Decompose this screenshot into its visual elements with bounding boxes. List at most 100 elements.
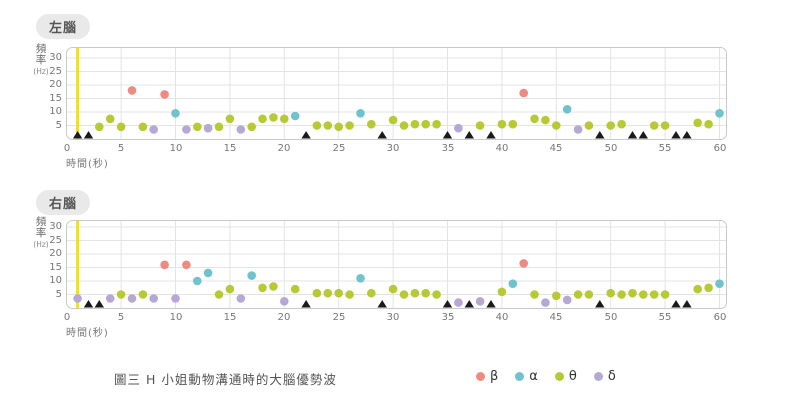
data-point-theta xyxy=(693,284,702,294)
data-point-theta xyxy=(345,290,354,299)
y-axis-title-text: 頻率 xyxy=(35,43,47,66)
data-point-theta xyxy=(138,290,148,299)
y-tick-label: 30 xyxy=(49,221,62,232)
x-tick-label: 50 xyxy=(604,312,618,323)
data-point-theta xyxy=(312,288,322,298)
y-axis-unit: (Hz) xyxy=(33,240,49,249)
data-point-theta xyxy=(432,290,441,299)
data-point-theta xyxy=(639,290,648,299)
data-point-alpha xyxy=(715,109,724,118)
data-point-beta xyxy=(519,88,528,98)
legend-item-beta: β xyxy=(476,369,498,384)
artifact-triangle-marker xyxy=(377,300,387,308)
data-point-delta xyxy=(475,297,485,306)
data-point-theta xyxy=(138,122,148,132)
artifact-triangle-marker xyxy=(671,131,681,139)
data-point-theta xyxy=(530,290,539,299)
data-point-delta xyxy=(236,294,246,303)
x-tick-label: 0 xyxy=(63,312,71,323)
data-point-theta xyxy=(541,115,550,125)
x-tick-label: 10 xyxy=(169,143,183,154)
artifact-triangle-marker xyxy=(682,131,692,139)
data-point-delta xyxy=(541,298,550,307)
chart-title-left-brain: 左腦 xyxy=(36,14,91,39)
data-point-delta xyxy=(562,295,572,305)
data-point-alpha xyxy=(356,109,365,118)
legend-dot-alpha xyxy=(515,372,525,381)
left-brain-plot-area xyxy=(66,47,727,145)
artifact-triangle-marker xyxy=(486,131,496,139)
data-point-theta xyxy=(399,121,409,130)
data-point-theta xyxy=(432,119,441,129)
data-point-theta xyxy=(497,119,507,129)
data-point-theta xyxy=(552,121,561,130)
x-tick-label: 55 xyxy=(658,312,672,323)
y-axis-title-text: 頻率 xyxy=(35,216,47,239)
data-point-theta xyxy=(552,291,561,301)
data-point-theta xyxy=(530,114,539,124)
data-point-theta xyxy=(584,290,594,299)
data-point-delta xyxy=(280,297,289,306)
x-tick-label: 20 xyxy=(277,312,291,323)
artifact-triangle-marker xyxy=(638,131,648,139)
artifact-triangle-marker xyxy=(464,131,474,139)
artifact-triangle-marker xyxy=(682,300,692,308)
data-point-theta xyxy=(660,290,670,299)
data-point-theta xyxy=(421,288,431,298)
y-tick-label: 5 xyxy=(55,289,62,300)
legend-item-alpha: α xyxy=(515,369,538,384)
x-tick-label: 20 xyxy=(277,143,291,154)
artifact-triangle-marker xyxy=(377,131,387,139)
data-point-alpha xyxy=(715,279,724,288)
data-point-theta xyxy=(116,122,126,132)
data-point-delta xyxy=(454,298,463,307)
data-point-theta xyxy=(617,119,626,129)
artifact-triangle-marker xyxy=(595,131,605,139)
data-point-delta xyxy=(105,294,115,303)
x-tick-label: 5 xyxy=(117,312,125,323)
data-point-theta xyxy=(617,290,626,299)
data-point-theta xyxy=(660,121,670,130)
legend-label-alpha: α xyxy=(529,369,538,384)
artifact-triangle-marker xyxy=(301,300,311,308)
x-tick-label: 45 xyxy=(549,143,563,154)
x-tick-label: 40 xyxy=(495,143,509,154)
y-tick-label: 20 xyxy=(49,248,62,259)
data-point-theta xyxy=(606,288,615,298)
data-point-theta xyxy=(410,119,420,129)
data-point-theta xyxy=(214,290,224,299)
data-point-theta xyxy=(280,114,289,124)
data-point-alpha xyxy=(203,268,213,278)
y-tick-label: 10 xyxy=(49,275,62,286)
data-point-theta xyxy=(345,121,354,130)
figure-caption: 圖三 H 小姐動物溝通時的大腦優勢波 xyxy=(114,372,337,387)
artifact-triangle-marker xyxy=(442,131,453,139)
data-point-theta xyxy=(475,121,485,130)
data-point-theta xyxy=(258,283,267,293)
legend-label-theta: θ xyxy=(568,369,577,384)
data-point-theta xyxy=(497,287,507,297)
x-tick-label: 30 xyxy=(386,143,400,154)
artifact-triangle-marker xyxy=(595,300,605,308)
legend-dot-theta xyxy=(554,372,564,381)
data-point-theta xyxy=(225,114,235,124)
data-point-delta xyxy=(73,294,82,303)
data-point-theta xyxy=(258,114,267,124)
data-point-alpha xyxy=(562,105,572,114)
data-point-theta xyxy=(606,121,615,130)
data-point-alpha xyxy=(193,276,202,286)
data-point-theta xyxy=(323,288,333,298)
artifact-triangle-marker xyxy=(671,300,681,308)
data-point-theta xyxy=(399,290,409,299)
y-tick-label: 20 xyxy=(49,79,62,90)
data-point-beta xyxy=(182,260,191,270)
x-tick-label: 5 xyxy=(117,143,125,154)
chart-title-right-brain: 右腦 xyxy=(36,190,91,215)
right-brain-plot-area xyxy=(66,220,727,314)
data-point-theta xyxy=(334,288,344,298)
data-point-delta xyxy=(182,125,191,134)
data-point-theta xyxy=(410,288,420,298)
data-point-theta xyxy=(367,119,376,129)
artifact-triangle-marker xyxy=(94,300,104,308)
y-axis-title: 頻率 (Hz) xyxy=(29,43,53,77)
